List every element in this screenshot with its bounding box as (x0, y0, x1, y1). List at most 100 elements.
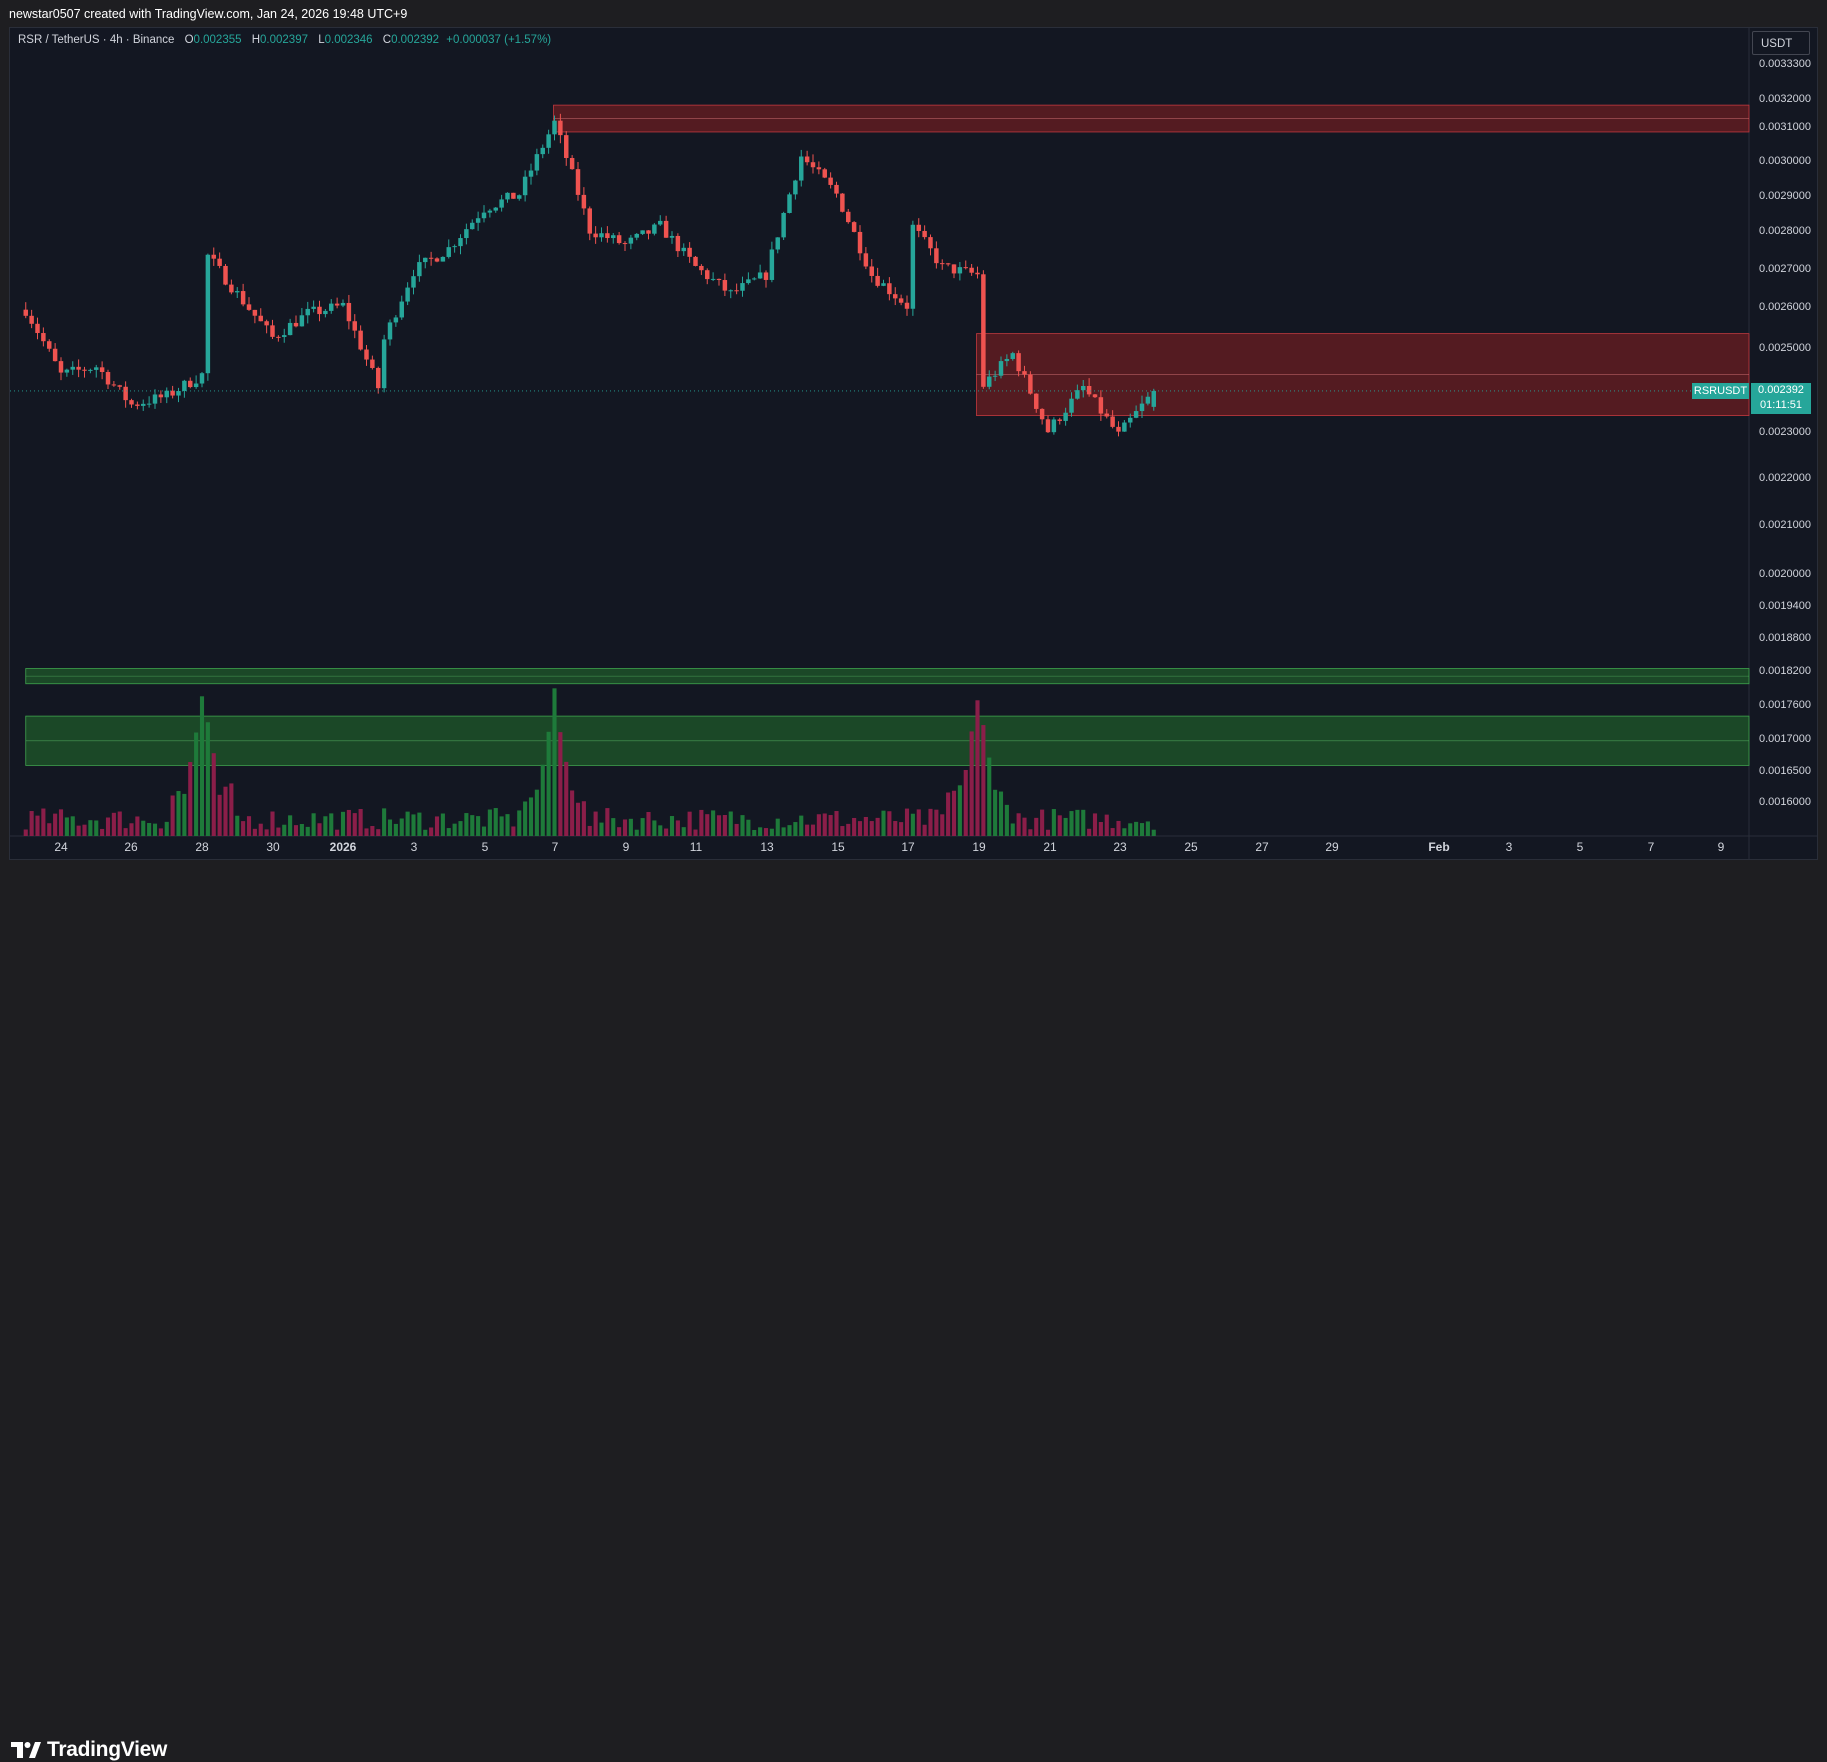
volume-bar (152, 823, 158, 836)
candle-body (493, 207, 498, 211)
volume-bar (605, 808, 610, 836)
volume-bar (1075, 809, 1080, 836)
last-price-label: 0.002392 01:11:51 (1751, 383, 1811, 414)
candle-body (552, 120, 557, 135)
currency-button[interactable]: USDT (1752, 31, 1810, 55)
volume-bar (1063, 817, 1068, 836)
volume-bar (100, 828, 105, 836)
time-tick-label: 7 (552, 840, 559, 854)
volume-bar (528, 797, 534, 836)
volume-bar (370, 826, 375, 836)
volume-bar (1098, 822, 1103, 836)
candle-body (922, 230, 927, 238)
candle-body (1122, 422, 1127, 432)
symbol-title[interactable]: RSR / TetherUS · 4h · Binance (18, 34, 175, 46)
volume-bar (282, 824, 287, 836)
candle-body (1092, 394, 1098, 398)
volume-bar (1057, 815, 1062, 836)
candle-body (475, 218, 481, 223)
volume-bar (458, 821, 463, 836)
volume-bar (41, 808, 46, 836)
high-value: 0.002397 (260, 34, 308, 46)
candle-body (282, 335, 287, 338)
time-tick-label: 5 (482, 840, 489, 854)
time-tick-label: 2026 (330, 840, 357, 854)
price-tick-label: 0.0023000 (1759, 426, 1811, 438)
candle-body (910, 224, 916, 309)
price-tick-label: 0.0030000 (1759, 155, 1811, 167)
volume-bar (105, 817, 111, 836)
volume-bar (1022, 817, 1027, 836)
volume-bar (575, 802, 581, 836)
volume-bar (340, 811, 346, 836)
candle-body (881, 283, 886, 286)
candle-body (628, 237, 634, 244)
volume-bar (822, 813, 827, 836)
candle-body (822, 169, 827, 178)
volume-bar (23, 829, 28, 836)
volume-bar (94, 820, 99, 836)
candle-body (211, 254, 216, 259)
volume-bar (476, 816, 481, 836)
volume-bar (311, 813, 316, 836)
volume-bar (393, 823, 398, 836)
time-tick-label: 19 (972, 840, 986, 854)
volume-bar (505, 814, 510, 836)
tradingview-logo[interactable]: TradingView (11, 1738, 167, 1762)
candle-body (376, 367, 381, 389)
volume-bar (863, 816, 868, 836)
volume-bar (1045, 829, 1051, 836)
volume-bar (1051, 809, 1056, 836)
volume-bar (58, 809, 64, 836)
candle-body (246, 304, 252, 310)
candle-body (804, 156, 810, 163)
volume-bar (951, 790, 957, 836)
volume-bar (722, 814, 727, 836)
volume-bar (916, 809, 921, 836)
candle-body (593, 233, 598, 238)
volume-bar (599, 822, 604, 836)
candle-body (405, 287, 410, 302)
candle-body (681, 247, 686, 252)
volume-bar (434, 816, 440, 836)
volume-bar (799, 815, 804, 836)
candle-body (141, 403, 146, 406)
candle-body (1063, 412, 1068, 421)
volume-bar (417, 812, 422, 836)
candle-body (1104, 413, 1109, 417)
volume-bar (758, 827, 763, 836)
candle-body (710, 278, 716, 280)
volume-bar (158, 828, 163, 836)
volume-bar (493, 808, 498, 836)
candle-body (334, 303, 340, 306)
candle-body (1133, 411, 1139, 418)
candle-body (522, 176, 528, 196)
candle-body (323, 310, 328, 315)
volume-bar (317, 823, 322, 836)
time-tick-label: 24 (54, 840, 68, 854)
candle-body (235, 291, 240, 293)
volume-bar (346, 809, 351, 836)
candle-body (399, 301, 404, 318)
candle-body (47, 341, 52, 349)
volume-bar (470, 815, 475, 836)
volume-bar (199, 696, 205, 836)
candle-body (99, 367, 105, 373)
volume-bar (928, 808, 933, 836)
price-tick-label: 0.0022000 (1759, 472, 1811, 484)
volume-bar (969, 731, 974, 836)
price-chart[interactable]: 0.0033300 0.0032000 0.0031000 0.0030000 0.00… (0, 0, 1827, 920)
candle-body (129, 400, 134, 405)
candle-body (29, 315, 34, 324)
volume-bar (487, 809, 492, 836)
price-tick-label: 0.0016500 (1759, 765, 1811, 777)
volume-bar (540, 764, 545, 836)
candle-body (511, 192, 516, 199)
price-tick-label: 0.0018200 (1759, 665, 1811, 677)
candle-body (1116, 426, 1121, 432)
candle-body (188, 380, 193, 388)
volume-bar (117, 811, 122, 836)
open-label: O (184, 34, 194, 46)
volume-bar (975, 700, 980, 836)
candle-body (1098, 397, 1104, 414)
